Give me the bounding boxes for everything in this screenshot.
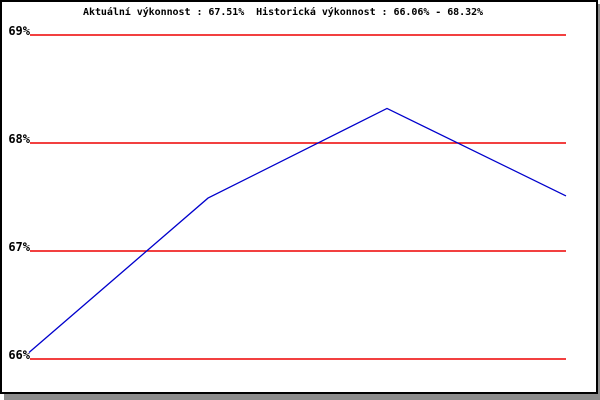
- y-axis-label-68: 68%: [8, 132, 30, 146]
- frame-shadow-right: [598, 4, 600, 400]
- y-axis-label-66: 66%: [8, 348, 30, 362]
- performance-line: [28, 107, 567, 354]
- frame-shadow-bottom: [4, 394, 600, 400]
- chart-title: Aktuální výkonnost : 67.51% Historická v…: [83, 7, 484, 18]
- y-axis-label-69: 69%: [8, 24, 30, 38]
- y-axis-label-67: 67%: [8, 240, 30, 254]
